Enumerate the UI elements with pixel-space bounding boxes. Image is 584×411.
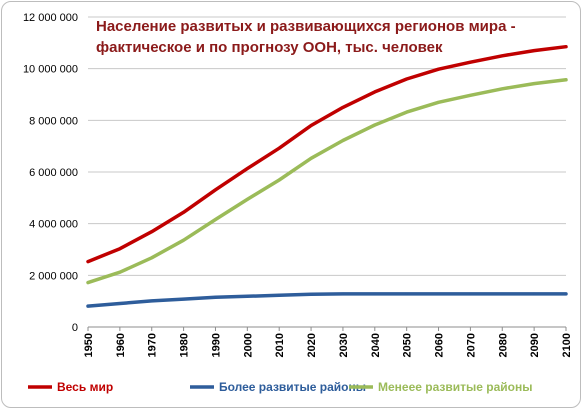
data-point [341,106,345,109]
x-tick-label: 1950 [83,333,95,357]
y-tick-label: 8 000 000 [29,115,78,127]
data-point [86,281,90,284]
data-point [341,292,345,296]
data-point [405,110,408,114]
x-axis-ticks: 1950 1960 1970 1980 1990 2000 2010 2020 2030 2040… [83,327,573,357]
data-point [182,239,185,242]
y-axis-ticks: 0 2 000 000 4 000 000 6 000 000 8 000 000 10 … [23,12,78,334]
x-tick-label: 2020 [306,333,318,357]
x-tick-label: 1980 [179,333,191,357]
data-point [437,101,440,104]
data-point [150,299,153,303]
data-point [564,292,568,296]
series-line-2 [86,292,568,308]
data-point [532,82,536,85]
x-tick-label: 2030 [338,333,350,357]
data-point [214,218,217,221]
x-tick-label: 2100 [561,333,573,357]
legend-label: Менеее развитые районы [378,380,532,394]
data-point [86,304,90,308]
x-tick-label: 2090 [529,333,541,357]
data-point [309,124,313,127]
x-tick-label: 1970 [147,333,159,357]
chart-title: Население развитых и развивающихся регио… [96,18,516,56]
data-point [501,54,504,57]
y-tick-label: 4 000 000 [29,219,78,231]
data-point [405,292,408,296]
data-point [246,295,249,298]
data-point [341,139,345,142]
x-tick-label: 2010 [274,333,286,357]
chart-title-line-2: фактическое и по прогнозу ООН, тыс. чело… [96,39,443,56]
data-point [214,296,217,299]
x-tick-label: 2050 [402,333,414,357]
series-line-3 [86,78,568,285]
data-point [501,87,504,91]
data-point [469,61,472,64]
data-point [278,178,281,182]
x-tick-label: 2070 [465,333,477,357]
y-tick-label: 6 000 000 [29,167,78,179]
data-point [405,77,408,81]
legend-label: Более развитые районы [219,380,366,394]
x-tick-label: 2060 [434,333,446,357]
x-tick-label: 2080 [497,333,509,357]
gridlines [88,16,566,328]
data-point [182,211,185,214]
data-point [150,230,153,233]
data-point [373,90,376,94]
data-point [532,49,536,52]
y-tick-label: 0 [72,322,78,334]
data-point [309,157,313,160]
legend-label: Весь мир [57,380,113,394]
data-point [214,188,217,192]
y-tick-label: 2 000 000 [29,270,78,282]
data-point [118,271,122,274]
data-point [246,167,249,170]
x-tick-label: 1990 [210,333,222,357]
data-point [501,292,504,296]
data-point [469,292,472,296]
data-point [278,147,281,150]
legend: Весь мир Более развитые районы Менеее разв… [28,380,532,394]
data-point [86,260,90,263]
data-point [373,123,376,127]
y-tick-label: 12 000 000 [23,12,78,24]
series-line-1 [86,44,568,264]
y-tick-label: 10 000 000 [23,64,78,76]
series-lines [86,44,568,308]
data-point [309,292,313,296]
data-point [532,292,536,296]
data-point [564,78,568,81]
x-tick-label: 2040 [370,333,382,357]
data-point [278,294,281,297]
data-point [373,292,376,296]
data-point [437,292,440,296]
data-point [564,45,568,48]
x-tick-label: 2000 [242,333,254,357]
data-point [437,67,440,71]
data-point [150,256,153,259]
chart-title-line-1: Население развитых и развивающихся регио… [96,18,516,35]
data-point [118,247,122,250]
data-point [118,302,122,305]
data-point [182,297,185,301]
data-point [469,94,472,97]
x-tick-label: 1960 [115,333,127,357]
data-point [246,198,249,201]
